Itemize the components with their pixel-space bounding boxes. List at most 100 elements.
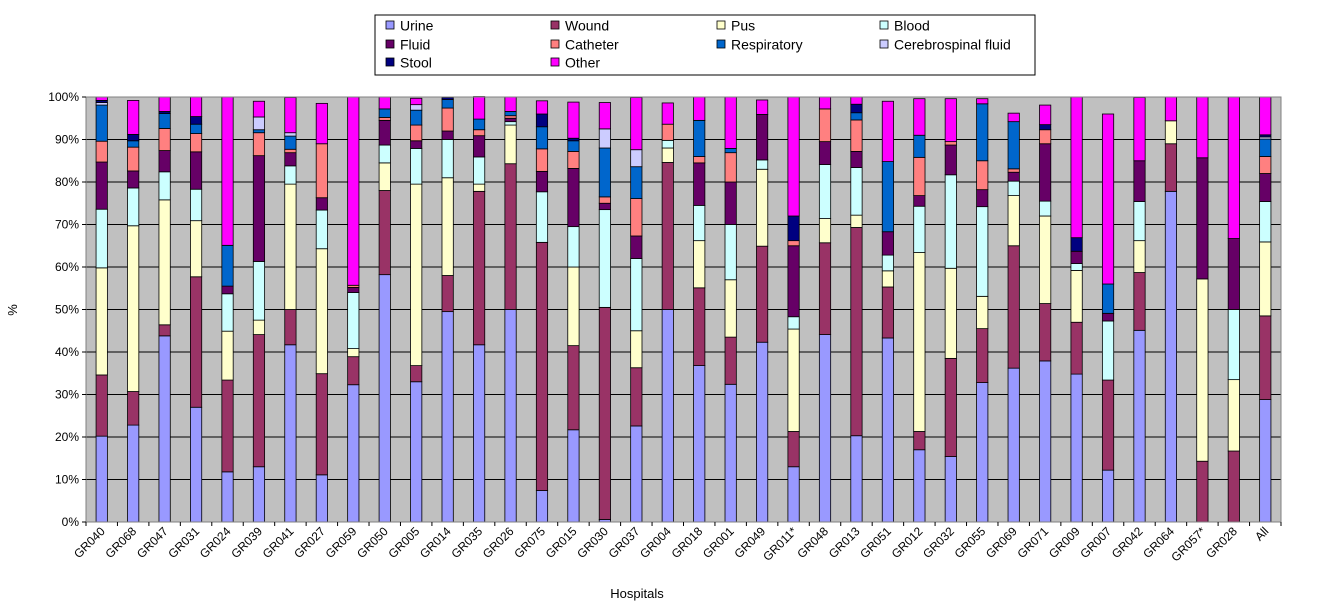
bar-stack-gr050 [378,96,391,523]
bar-segment-stool [1039,124,1052,131]
bar-segment-urine [913,449,926,523]
bar-segment-other [567,101,580,139]
bar-segment-urine [158,335,171,523]
bar-segment-cerebrospinal-fluid [598,128,611,149]
bar-stack-gr007 [1101,113,1115,523]
bar-segment-wound [535,241,549,491]
bar-segment-wound [756,245,769,343]
bar-segment-fluid [315,197,328,211]
bar-segment-catheter [724,152,737,183]
bar-segment-wound [1164,143,1177,192]
bar-segment-blood [661,139,674,149]
bar-segment-other [535,100,549,115]
bar-segment-fluid [1259,173,1272,202]
bar-segment-cerebrospinal-fluid [630,149,643,168]
bar-stack-gr011 [787,96,800,523]
bar-segment-respiratory [976,103,989,162]
bar-segment-stool [787,215,800,242]
bar-stack-gr005 [410,97,423,523]
bar-segment-fluid [284,152,297,167]
bar-segment-blood [787,316,800,330]
bar-segment-wound [1007,245,1020,369]
bar-stack-gr030 [598,102,611,523]
bar-segment-fluid [913,195,926,207]
bar-segment-blood [756,159,769,170]
bar-segment-wound [1227,450,1240,523]
bar-segment-respiratory [1007,121,1020,170]
bar-segment-pus [1259,241,1272,317]
bar-segment-urine [1164,190,1177,523]
bar-segment-blood [221,293,234,332]
y-tick-label: 10% [55,473,79,487]
bar-segment-urine [221,471,234,523]
bar-stack-gr040 [95,96,108,523]
bar-segment-pus [1164,120,1177,145]
legend-item-blood: Blood [879,18,930,34]
bar-segment-urine [630,425,643,523]
bar-segment-other [158,96,171,112]
bar-segment-fluid [190,151,203,190]
bar-segment-pus [881,270,894,288]
bar-segment-other [473,96,486,120]
bar-segment-blood [944,174,957,269]
bar-segment-other [976,98,989,105]
bar-segment-other [724,96,737,149]
bar-segment-blood [567,226,580,268]
bar-segment-fluid [410,140,423,149]
bar-stack-gr041 [284,97,297,523]
bar-segment-wound [1039,303,1052,362]
bar-segment-fluid [1070,250,1083,264]
bar-segment-wound [724,336,737,385]
y-tick-label: 20% [55,430,79,444]
bar-segment-other [756,99,769,115]
bar-segment-catheter [441,107,454,132]
bar-segment-wound [693,287,706,367]
bar-segment-other [347,96,360,286]
bar-stack-all [1259,96,1272,523]
legend-label: Catheter [565,37,619,53]
bar-segment-fluid [818,141,832,165]
bar-segment-blood [1039,200,1052,217]
legend-swatch [879,20,889,30]
bar-segment-blood [598,209,611,308]
bar-segment-other [913,98,926,136]
bar-segment-urine [378,274,391,523]
bar-segment-wound [661,162,674,310]
bar-segment-wound [787,431,800,468]
bar-segment-pus [1133,240,1146,273]
bar-segment-catheter [976,160,989,191]
bar-stack-gr064 [1164,96,1177,523]
bar-stack-gr001 [724,96,737,523]
bar-segment-catheter [1259,156,1272,174]
bar-segment-wound [504,163,517,310]
bar-segment-pus [1039,215,1052,304]
bar-stack-gr049 [756,99,769,523]
bar-segment-other [1164,96,1177,122]
bar-segment-respiratory [1101,283,1115,314]
bar-segment-blood [881,254,894,272]
bar-segment-respiratory [410,109,423,126]
bar-segment-other [1133,97,1146,162]
bar-segment-urine [473,344,486,523]
bar-segment-other [1196,96,1209,159]
legend-label: Cerebrospinal fluid [894,37,1011,53]
bar-segment-catheter [315,143,328,199]
bar-segment-fluid [693,162,706,206]
bar-segment-pus [693,240,706,289]
bar-segment-urine [756,341,769,523]
y-tick-label: 0% [62,515,80,529]
bar-segment-urine [818,334,832,523]
bar-segment-pus [1227,379,1240,452]
bar-segment-pus [630,330,643,369]
bar-segment-respiratory [284,135,297,150]
bar-segment-respiratory [724,148,737,154]
bar-segment-other [221,96,234,246]
bar-segment-wound [410,365,423,383]
bar-segment-other [944,98,957,143]
y-tick-label: 40% [55,345,79,359]
bar-segment-pus [252,319,266,335]
bar-segment-catheter [1039,129,1052,145]
bar-segment-respiratory [95,104,108,142]
bar-segment-urine [1101,469,1115,523]
bar-stack-gr014 [441,97,454,523]
